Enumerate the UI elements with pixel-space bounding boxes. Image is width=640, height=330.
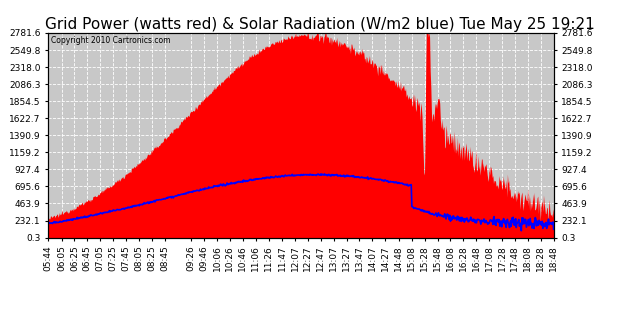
Text: Grid Power (watts red) & Solar Radiation (W/m2 blue) Tue May 25 19:21: Grid Power (watts red) & Solar Radiation… <box>45 16 595 31</box>
Text: Copyright 2010 Cartronics.com: Copyright 2010 Cartronics.com <box>51 36 170 45</box>
